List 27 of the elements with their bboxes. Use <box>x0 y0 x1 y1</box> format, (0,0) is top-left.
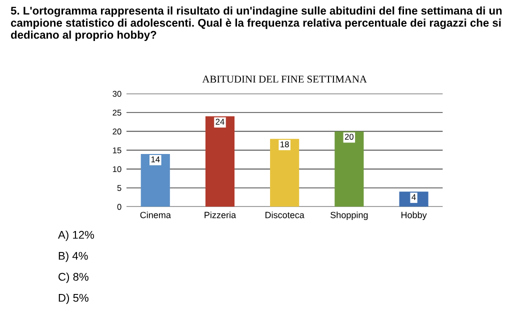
bar <box>205 116 235 207</box>
text: A) 12% <box>58 230 94 241</box>
x-tick-label: Pizzeria <box>204 212 236 218</box>
x-tick-label: Shopping <box>330 212 368 220</box>
y-tick-label: 25 <box>112 110 122 116</box>
text: D) 5% <box>58 294 88 304</box>
x-tick-label: Hobby <box>401 212 427 220</box>
bar <box>140 154 170 207</box>
text: 5. L'ortogramma rappresenta il risultato di un'indagine sulle abitudini del fine settimana di un campione statistico di adolescenti. Qual è la frequenza relativa percentuale dei ragazzi che si dedicano al proprio hobby? <box>10 6 502 41</box>
y-tick-label: 5 <box>117 185 122 191</box>
data-label: 18 <box>280 141 289 148</box>
text: B) 4% <box>58 252 88 262</box>
chart-title: ABITUDINI DEL FINE SETTIMANA <box>202 76 367 83</box>
y-tick-label: 15 <box>112 147 122 154</box>
text: C) 8% <box>58 272 88 283</box>
y-tick-label: 10 <box>112 166 122 172</box>
y-tick-label: 20 <box>112 128 122 134</box>
x-tick-label: Cinema <box>140 212 171 218</box>
data-label: 24 <box>216 118 224 125</box>
bar <box>334 131 364 207</box>
x-tick-label: Discoteca <box>266 212 304 218</box>
bar <box>270 138 300 207</box>
y-tick-label: 0 <box>117 204 122 210</box>
y-tick-label: 30 <box>112 90 122 97</box>
data-label: 14 <box>151 156 160 162</box>
data-label: 20 <box>344 134 354 140</box>
data-label: 4 <box>412 194 416 200</box>
